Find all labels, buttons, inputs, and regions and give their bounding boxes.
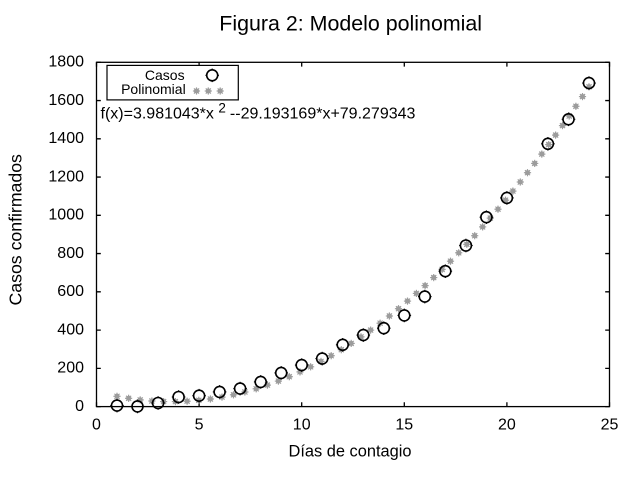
svg-text:200: 200 [57,360,84,377]
svg-text:0: 0 [75,398,84,415]
svg-text:5: 5 [195,417,204,434]
svg-text:15: 15 [395,417,413,434]
svg-text:1400: 1400 [48,130,84,147]
svg-text:1000: 1000 [48,207,84,224]
svg-text:f(x)=3.981043*x2--29.193169*x+: f(x)=3.981043*x 2 --29.193169*x+79.279343 [101,100,416,122]
svg-text:25: 25 [601,417,619,434]
svg-text:Casos confirmados: Casos confirmados [6,154,26,306]
svg-text:1200: 1200 [48,168,84,185]
svg-text:Días de contagio: Días de contagio [288,443,411,461]
svg-text:Figura 2: Modelo polinomial: Figura 2: Modelo polinomial [219,12,482,36]
svg-text:1600: 1600 [48,92,84,109]
svg-text:10: 10 [293,417,311,434]
svg-text:0: 0 [92,417,101,434]
svg-text:20: 20 [498,417,516,434]
svg-text:400: 400 [57,321,84,338]
svg-text:600: 600 [57,283,84,300]
svg-text:Polinomial: Polinomial [121,81,186,97]
svg-text:1800: 1800 [48,54,84,71]
svg-text:800: 800 [57,245,84,262]
svg-text:Casos: Casos [145,67,185,83]
